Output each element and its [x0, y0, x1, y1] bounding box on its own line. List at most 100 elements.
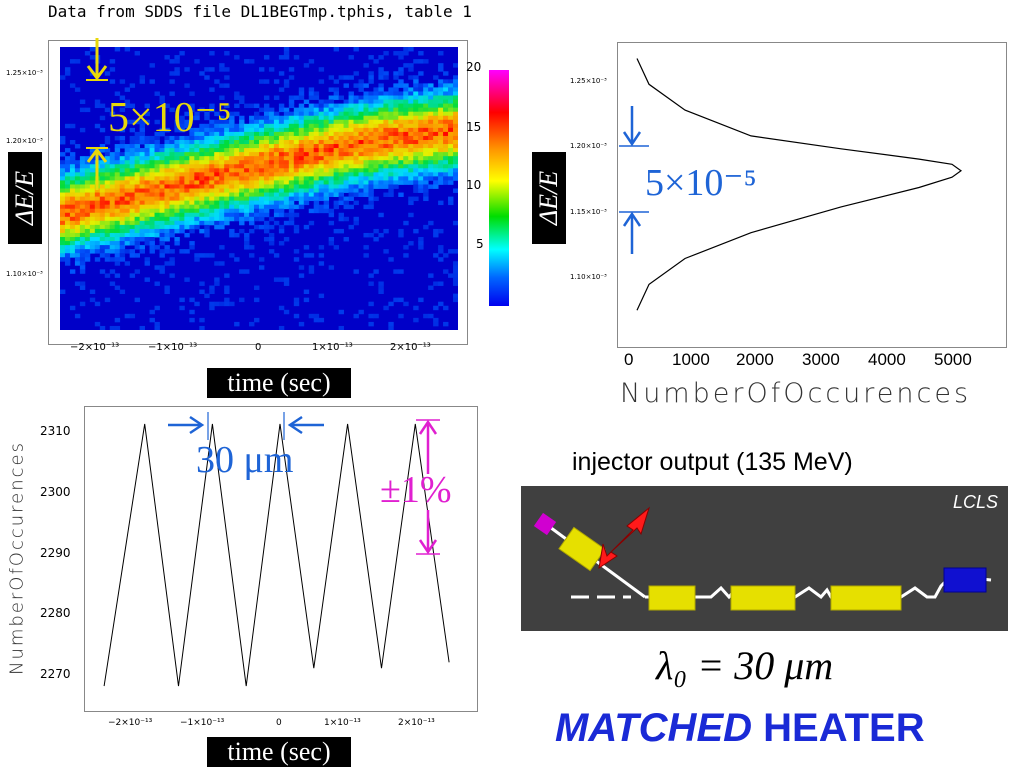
heatmap-cell [199, 71, 205, 76]
heatmap-cell [308, 269, 315, 274]
heatmap-cell [313, 119, 320, 125]
heatmap-cell [278, 156, 285, 161]
heatmap-cell [149, 220, 155, 226]
heatmap-cell [453, 265, 458, 270]
heatmap-cell [134, 164, 141, 169]
heatmap-cell [408, 63, 414, 68]
heatmap-cell [69, 172, 76, 177]
heatmap-cell [373, 131, 379, 137]
heatmap-cell [79, 127, 86, 133]
heatmap-cell [383, 156, 389, 161]
heatmap-cell [288, 148, 295, 153]
heatmap-cell [263, 172, 270, 177]
heatmap-cell [119, 196, 126, 202]
heatmap-cell [368, 135, 374, 141]
heatmap-cell [263, 212, 270, 218]
heatmap-cell [204, 135, 210, 141]
heatmap-cell [308, 119, 315, 125]
heatmap-cell [179, 297, 185, 303]
heatmap-cell [393, 103, 399, 109]
heatmap-cell [194, 180, 200, 185]
heatmap-cell [283, 192, 290, 197]
heatmap-cell [209, 188, 215, 193]
heatmap-cell [109, 208, 116, 214]
heatmap-cell [239, 212, 245, 218]
heatmap-cell [378, 232, 384, 238]
heatmap-cell [393, 152, 399, 157]
heatmap-cell [144, 168, 150, 173]
heatmap-cell [338, 115, 344, 121]
heatmap-cell [383, 119, 389, 125]
heatmap-cell [288, 156, 295, 161]
heatmap-cell [169, 156, 175, 161]
heatmap-cell [353, 220, 359, 226]
heatmap-cell [139, 79, 145, 84]
heatmap-cell [149, 168, 155, 173]
heatmap-cell [64, 232, 71, 238]
heatmap-cell [313, 127, 320, 133]
heatmap-cell [99, 148, 106, 153]
heatmap-cell [348, 152, 354, 157]
heatmap-cell [114, 47, 121, 52]
heatmap-cell [154, 224, 160, 230]
heatmap-cell [159, 237, 165, 242]
heatmap-cell [453, 99, 458, 104]
heatmap-cell [179, 172, 185, 177]
heatmap-cell [89, 297, 96, 303]
heatmap-cell [129, 192, 136, 197]
heatmap-cell [333, 135, 340, 141]
heatmap-cell [408, 164, 414, 169]
heatmap-cell [353, 103, 359, 109]
heatmap-cell [129, 200, 136, 206]
heatmap-cell [308, 95, 315, 100]
heatmap-cell [373, 176, 379, 181]
heatmap-cell [119, 232, 126, 238]
heatmap-cell [438, 63, 444, 68]
heatmap-cell [159, 160, 165, 165]
heatmap-cell [134, 216, 141, 222]
heatmap-cell [393, 297, 399, 303]
heatmap-cell [403, 245, 409, 250]
heatmap-cell [209, 200, 215, 206]
heatmap-cell [438, 200, 444, 206]
heatmap-cell [139, 135, 145, 141]
heatmap-cell [343, 119, 349, 125]
heatmap-cell [328, 115, 335, 121]
heatmap-cell [149, 160, 155, 165]
heatmap-cell [403, 156, 409, 161]
heatmap-cell [114, 253, 121, 258]
heatmap-cell [268, 111, 275, 117]
heatmap-cell [363, 103, 369, 109]
heatmap-cell [69, 241, 76, 246]
heatmap-cell [159, 131, 165, 137]
heatmap-cell [433, 95, 439, 100]
heatmap-cell [283, 188, 290, 193]
heatmap-cell [333, 87, 340, 92]
heatmap-cell [363, 152, 369, 157]
heatmap-cell [428, 313, 434, 319]
heatmap-cell [69, 208, 76, 214]
heatmap-cell [403, 139, 409, 145]
heatmap-cell [84, 204, 91, 210]
heatmap-cell [119, 176, 126, 181]
heatmap-cell [283, 204, 290, 210]
heatmap-cell [239, 184, 245, 189]
heatmap-cell [209, 196, 215, 202]
heatmap-cell [169, 228, 175, 234]
heatmap-cell [333, 180, 340, 185]
heatmap-cell [278, 164, 285, 169]
heatmap-cell [328, 168, 335, 173]
heatmap-cell [313, 156, 320, 161]
heatmap-cell [288, 135, 295, 141]
heatmap-cell [428, 111, 434, 117]
heatmap-cell [69, 224, 76, 230]
heatmap-cell [333, 152, 340, 157]
heatmap-cell [388, 131, 394, 137]
heatmap-cell [159, 212, 165, 218]
heatmap-cell [229, 196, 235, 202]
heatmap-cell [154, 131, 160, 137]
histogram-xtick: 2000 [736, 350, 774, 369]
heatmap-cell [343, 115, 349, 121]
heatmap-cell [249, 139, 255, 145]
heatmap-cell [104, 241, 111, 246]
